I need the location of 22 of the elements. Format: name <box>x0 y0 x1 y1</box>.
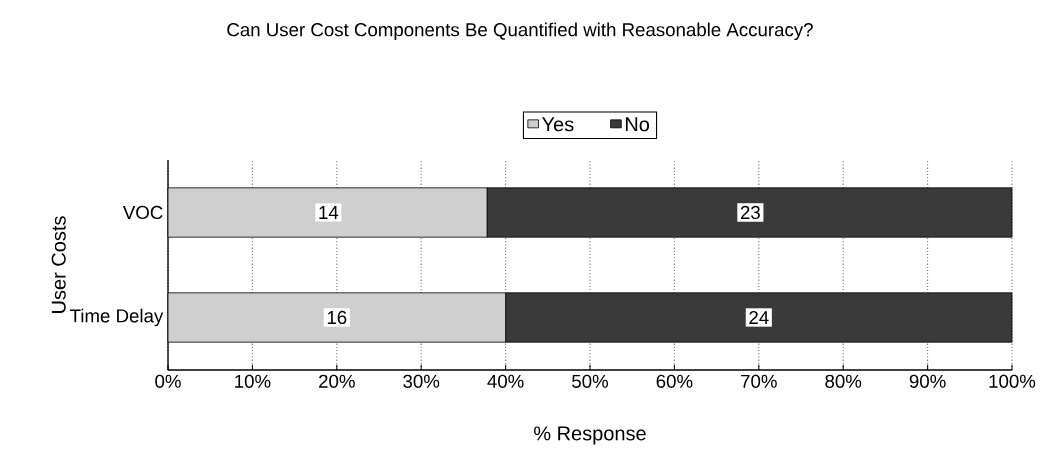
x-tick-label: 50% <box>572 374 609 388</box>
y-axis-title: User Costs <box>51 216 66 313</box>
y-tick-label: VOC <box>122 205 163 220</box>
annotation: 24 <box>749 310 769 324</box>
x-tick-label: 80% <box>825 374 862 388</box>
x-tick-label: 90% <box>909 374 946 388</box>
x-tick-label: 10% <box>235 374 271 388</box>
annotation: 23 <box>740 205 760 220</box>
x-tick-label: 30% <box>403 374 440 388</box>
x-tick-label: 60% <box>656 374 693 388</box>
legend-label: Yes <box>542 117 574 132</box>
y-tick-label: Time Delay <box>70 308 164 327</box>
x-tick-label: 70% <box>741 374 777 388</box>
x-tick-label: 100% <box>989 374 1036 388</box>
x-axis-title: % Response <box>534 426 646 445</box>
x-tick-label: 40% <box>487 374 524 388</box>
x-tick-label: 20% <box>319 374 355 388</box>
annotation: 14 <box>319 206 339 219</box>
chart-title: Can User Cost Components Be Quantified with Reasonable Accuracy? <box>227 22 813 41</box>
x-tick-label: 0% <box>155 374 181 388</box>
annotation: 16 <box>327 310 347 325</box>
legend-label: No <box>625 117 650 132</box>
